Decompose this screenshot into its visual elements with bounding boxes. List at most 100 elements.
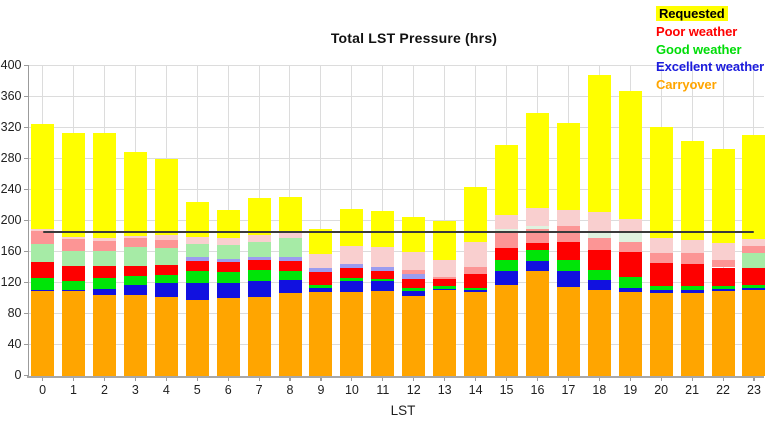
- bar-0-segment-carryover[interactable]: [31, 290, 55, 376]
- bar-12-segment-poor_pale[interactable]: [402, 251, 426, 270]
- bar-18-segment-poor[interactable]: [587, 249, 611, 270]
- bar-22-segment-poor[interactable]: [711, 267, 735, 286]
- bar-17-segment-carryover[interactable]: [556, 286, 580, 376]
- bar-1-segment-poor[interactable]: [62, 266, 86, 282]
- bar-22-segment-excellent[interactable]: [711, 288, 735, 292]
- bar-3-segment-poor_pale[interactable]: [123, 235, 147, 239]
- bar-10-segment-carryover[interactable]: [340, 291, 364, 376]
- bar-23-segment-poor_pale[interactable]: [742, 239, 766, 247]
- bar-10-segment-requested[interactable]: [340, 209, 364, 246]
- bar-11-segment-requested[interactable]: [371, 211, 395, 247]
- bar-2-segment-excellent[interactable]: [92, 288, 116, 296]
- bar-8-segment-poor_pale[interactable]: [278, 233, 302, 239]
- bar-17-segment-requested[interactable]: [556, 122, 580, 210]
- bar-0-segment-excellent[interactable]: [31, 289, 55, 291]
- bar-18-segment-requested[interactable]: [587, 74, 611, 213]
- legend-item-requested[interactable]: Requested: [656, 5, 764, 23]
- bar-18-segment-good_pale[interactable]: [587, 231, 611, 239]
- bar-0-segment-good[interactable]: [31, 278, 55, 290]
- bar-21-segment-poor[interactable]: [680, 263, 704, 287]
- bar-14-segment-carryover[interactable]: [464, 292, 488, 376]
- bar-11-segment-excellent[interactable]: [371, 281, 395, 292]
- bar-4-segment-poor_light[interactable]: [154, 239, 178, 248]
- bar-1-segment-good[interactable]: [62, 281, 86, 291]
- bar-19-segment-good[interactable]: [618, 277, 642, 288]
- bar-4-segment-excellent[interactable]: [154, 282, 178, 298]
- bar-16-segment-poor[interactable]: [525, 242, 549, 250]
- bar-21-segment-good[interactable]: [680, 286, 704, 291]
- bar-15-segment-good_pale[interactable]: [495, 229, 519, 231]
- bar-17-segment-poor[interactable]: [556, 242, 580, 260]
- bar-21-segment-poor_light[interactable]: [680, 253, 704, 264]
- bar-19-segment-excellent[interactable]: [618, 287, 642, 293]
- bar-3-segment-good[interactable]: [123, 275, 147, 286]
- bar-15-segment-excellent[interactable]: [495, 271, 519, 286]
- bar-11-segment-poor_pale[interactable]: [371, 247, 395, 267]
- bar-2-segment-requested[interactable]: [92, 132, 116, 238]
- bar-12-segment-excellent_light[interactable]: [402, 273, 426, 279]
- bar-9-segment-excellent_light[interactable]: [309, 267, 333, 272]
- bar-6-segment-good[interactable]: [216, 272, 240, 284]
- bar-13-segment-carryover[interactable]: [433, 290, 457, 376]
- bar-9-segment-excellent[interactable]: [309, 288, 333, 292]
- bar-7-segment-good_light[interactable]: [247, 241, 271, 258]
- bar-7-segment-carryover[interactable]: [247, 296, 271, 376]
- bar-12-segment-good[interactable]: [402, 287, 426, 291]
- bar-20-segment-poor_pale[interactable]: [649, 238, 673, 253]
- bar-18-segment-poor_light[interactable]: [587, 238, 611, 250]
- bar-10-segment-poor_pale[interactable]: [340, 245, 364, 264]
- bar-4-segment-poor_pale[interactable]: [154, 235, 178, 240]
- bar-3-segment-poor_light[interactable]: [123, 238, 147, 248]
- bar-4-segment-carryover[interactable]: [154, 297, 178, 376]
- bar-7-segment-excellent[interactable]: [247, 281, 271, 297]
- bar-0-segment-requested[interactable]: [31, 123, 55, 230]
- bar-19-segment-good_pale[interactable]: [618, 231, 642, 243]
- bar-22-segment-good[interactable]: [711, 285, 735, 289]
- bar-6-segment-poor_pale[interactable]: [216, 237, 240, 245]
- bar-18-segment-good[interactable]: [587, 269, 611, 281]
- bar-5-segment-excellent[interactable]: [185, 282, 209, 300]
- bar-22-segment-poor_pale[interactable]: [711, 242, 735, 260]
- bar-8-segment-excellent_light[interactable]: [278, 257, 302, 261]
- bar-16-segment-requested[interactable]: [525, 112, 549, 208]
- bar-3-segment-good_light[interactable]: [123, 247, 147, 266]
- bar-5-segment-poor_pale[interactable]: [185, 236, 209, 244]
- bar-0-segment-good_light[interactable]: [31, 243, 55, 262]
- bar-8-segment-good_light[interactable]: [278, 238, 302, 258]
- bar-7-segment-requested[interactable]: [247, 198, 271, 235]
- bar-9-segment-good[interactable]: [309, 285, 333, 289]
- bar-20-segment-carryover[interactable]: [649, 293, 673, 376]
- bar-23-segment-poor_light[interactable]: [742, 246, 766, 253]
- bar-16-segment-good_pale[interactable]: [525, 225, 549, 229]
- bar-20-segment-excellent[interactable]: [649, 289, 673, 294]
- bar-14-segment-requested[interactable]: [464, 186, 488, 242]
- bar-16-segment-excellent[interactable]: [525, 261, 549, 272]
- bar-23-segment-poor[interactable]: [742, 267, 766, 286]
- bar-10-segment-excellent[interactable]: [340, 280, 364, 292]
- bar-15-segment-good[interactable]: [495, 260, 519, 272]
- bar-14-segment-good[interactable]: [464, 287, 488, 291]
- bar-4-segment-poor[interactable]: [154, 264, 178, 275]
- bar-1-segment-poor_pale[interactable]: [62, 236, 86, 240]
- bar-11-segment-carryover[interactable]: [371, 291, 395, 376]
- bar-15-segment-poor[interactable]: [495, 248, 519, 261]
- bar-15-segment-requested[interactable]: [495, 145, 519, 215]
- bar-19-segment-poor_pale[interactable]: [618, 218, 642, 232]
- bar-18-segment-carryover[interactable]: [587, 289, 611, 376]
- bar-19-segment-poor[interactable]: [618, 252, 642, 278]
- bar-4-segment-requested[interactable]: [154, 158, 178, 236]
- legend-item-carryover[interactable]: Carryover: [656, 76, 764, 94]
- bar-7-segment-good[interactable]: [247, 269, 271, 282]
- bar-7-segment-poor_pale[interactable]: [247, 234, 271, 242]
- bar-0-segment-poor_pale[interactable]: [31, 229, 55, 232]
- bar-21-segment-excellent[interactable]: [680, 290, 704, 294]
- bar-8-segment-poor[interactable]: [278, 260, 302, 272]
- bar-15-segment-poor_light[interactable]: [495, 230, 519, 249]
- bar-20-segment-requested[interactable]: [649, 126, 673, 239]
- bar-21-segment-requested[interactable]: [680, 140, 704, 240]
- bar-5-segment-excellent_light[interactable]: [185, 257, 209, 261]
- bar-3-segment-poor[interactable]: [123, 265, 147, 276]
- bar-13-segment-good[interactable]: [433, 286, 457, 289]
- bar-19-segment-requested[interactable]: [618, 91, 642, 219]
- bar-20-segment-poor[interactable]: [649, 262, 673, 286]
